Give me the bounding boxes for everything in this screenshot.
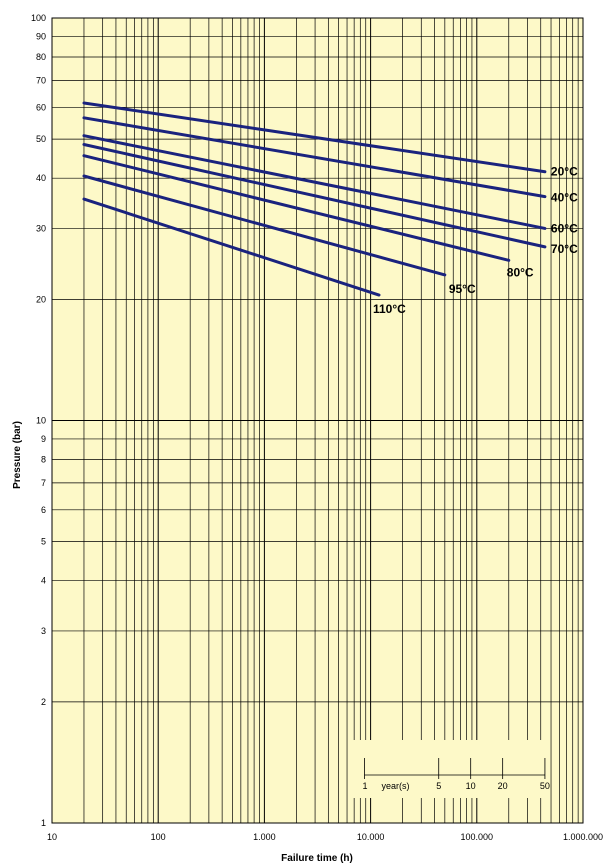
year-tick-label: 5 — [436, 781, 441, 791]
year-tick-label: 1 — [362, 781, 367, 791]
year-tick-label: 20 — [498, 781, 508, 791]
y-tick-label: 3 — [41, 626, 46, 636]
series-line — [82, 154, 511, 262]
y-tick-label: 80 — [36, 52, 46, 62]
y-tick-label: 40 — [36, 173, 46, 183]
y-tick-label: 10 — [36, 416, 46, 426]
y-tick-labels: 100 90 80 70 60 50 40 30 20 10 9 8 7 6 5 4 3 2 1 — [31, 13, 46, 828]
series-label: 60°C — [551, 221, 578, 235]
y-tick-label: 70 — [36, 75, 46, 85]
x-tick-label: 10 — [47, 832, 57, 842]
year-scale-title: year(s) — [381, 781, 409, 791]
year-scale: 1 5 10 20 50 year(s) — [349, 740, 550, 798]
y-tick-label: 9 — [41, 434, 46, 444]
y-tick-label: 5 — [41, 537, 46, 547]
y-tick-label: 50 — [36, 134, 46, 144]
series-labels: 20°C 40°C 60°C 70°C 80°C 95°C 110°C — [373, 165, 578, 316]
y-axis-title: Pressure (bar) — [12, 421, 23, 489]
y-tick-label: 2 — [41, 697, 46, 707]
series-line — [82, 134, 547, 230]
x-tick-label: 100.000 — [461, 832, 494, 842]
series-line — [82, 197, 381, 297]
y-tick-label: 4 — [41, 576, 46, 586]
x-tick-label: 1.000.000 — [563, 832, 603, 842]
y-tick-label: 8 — [41, 455, 46, 465]
y-tick-label: 6 — [41, 505, 46, 515]
y-tick-label: 30 — [36, 223, 46, 233]
y-tick-label: 90 — [36, 31, 46, 41]
year-tick-label: 10 — [466, 781, 476, 791]
series-label: 70°C — [551, 242, 578, 256]
x-tick-labels: 10 100 1.000 10.000 100.000 1.000.000 — [47, 832, 603, 842]
series-line — [82, 142, 547, 249]
x-tick-label: 1.000 — [253, 832, 276, 842]
plot-frame — [51, 17, 584, 824]
series-label: 40°C — [551, 191, 578, 205]
series-label: 80°C — [507, 265, 534, 279]
series-label: 95°C — [449, 282, 476, 296]
y-tick-label: 1 — [41, 818, 46, 828]
series-label: 110°C — [373, 302, 406, 316]
series-line — [82, 116, 547, 199]
y-tick-label: 7 — [41, 478, 46, 488]
y-tick-label: 20 — [36, 294, 46, 304]
y-tick-label: 100 — [31, 13, 46, 23]
x-tick-label: 10.000 — [357, 832, 385, 842]
y-tick-label: 60 — [36, 102, 46, 112]
series-line — [82, 174, 447, 277]
series-line — [82, 101, 547, 174]
year-tick-label: 50 — [540, 781, 550, 791]
x-tick-label: 100 — [151, 832, 166, 842]
year-scale-box — [349, 740, 545, 798]
data-series — [82, 101, 547, 297]
x-axis-title: Failure time (h) — [281, 853, 353, 864]
series-label: 20°C — [551, 165, 578, 179]
